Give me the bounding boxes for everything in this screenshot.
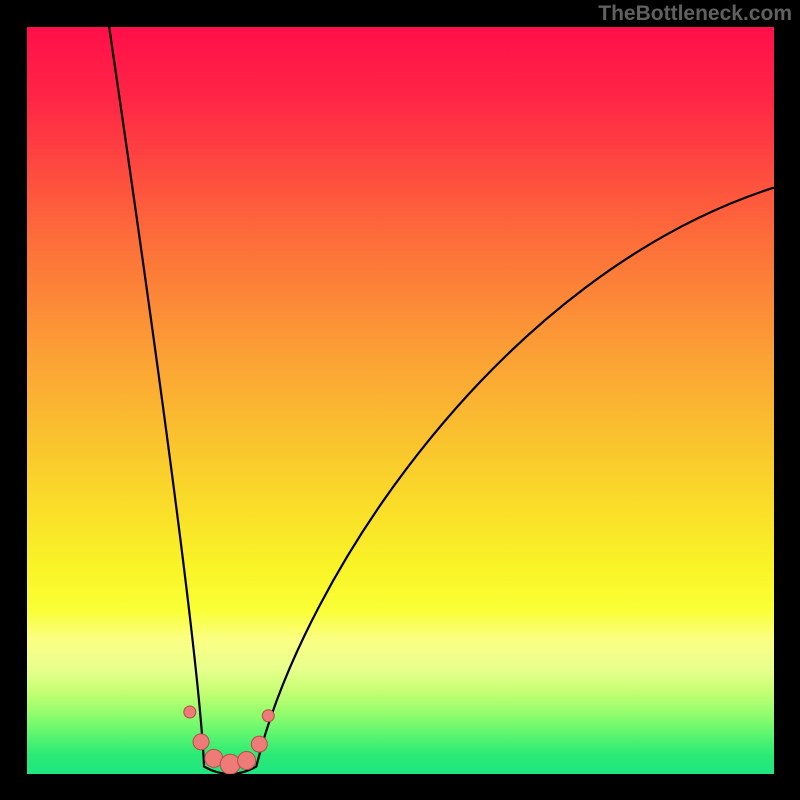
valley-marker — [238, 752, 256, 770]
valley-marker — [251, 736, 267, 752]
chart-plot-area — [27, 27, 774, 774]
valley-marker — [220, 754, 240, 774]
valley-marker — [193, 734, 209, 750]
watermark-text: TheBottleneck.com — [598, 2, 792, 26]
valley-marker — [262, 710, 274, 722]
valley-marker — [184, 706, 196, 718]
gradient-background — [27, 27, 774, 774]
